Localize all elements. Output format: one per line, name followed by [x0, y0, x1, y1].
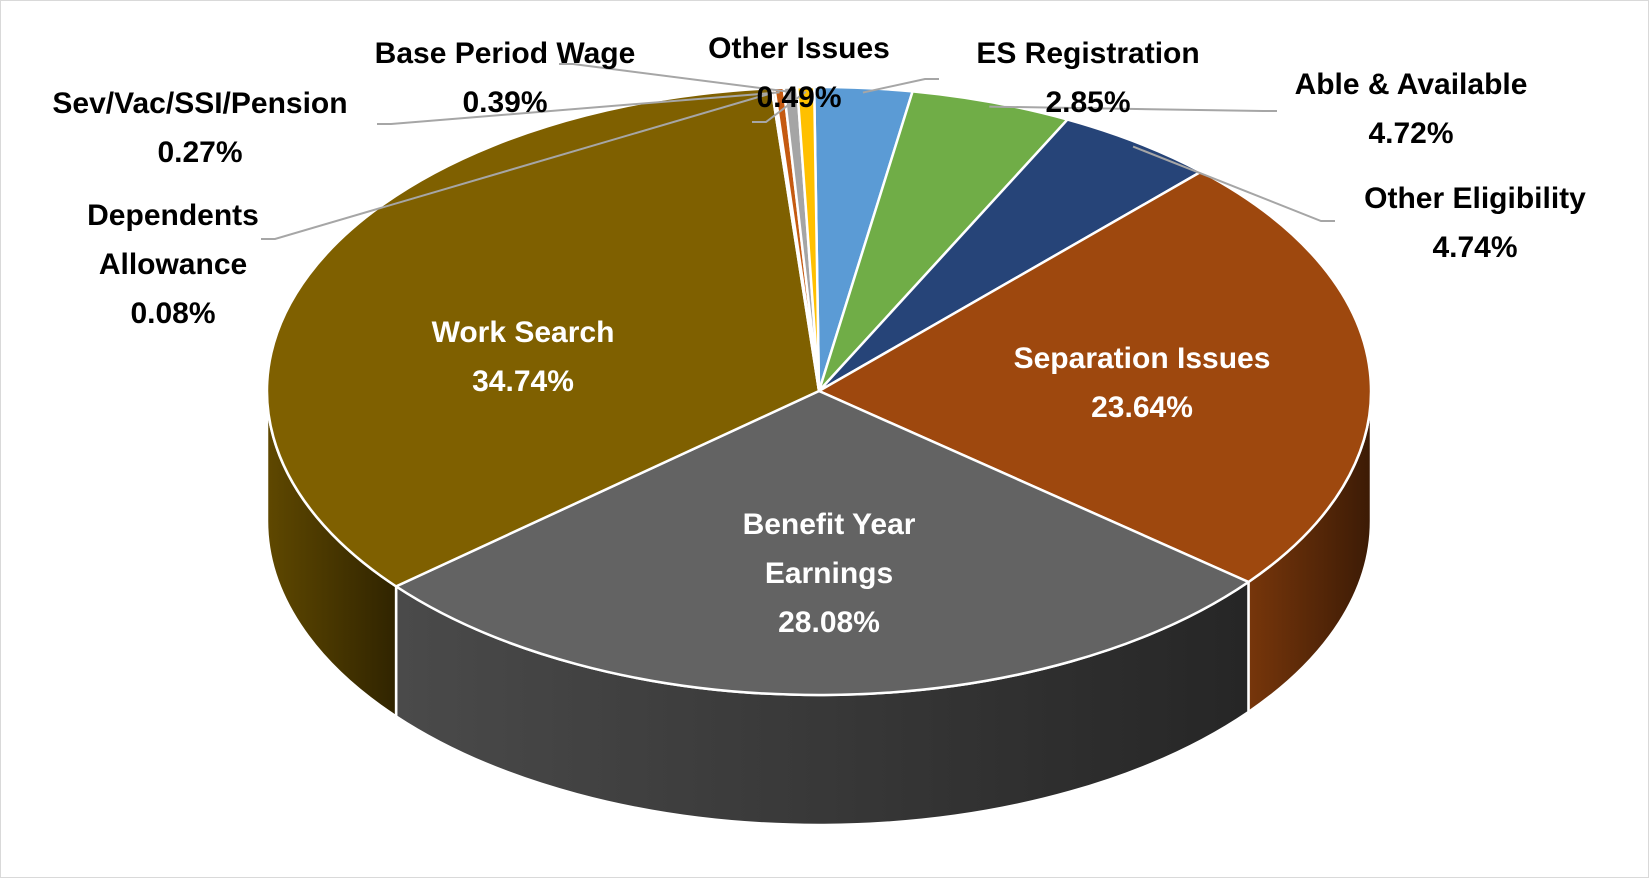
leader-line [862, 78, 939, 94]
leader-line [1132, 145, 1335, 222]
data-label-name: Work Search [432, 316, 615, 349]
data-label-name: ES Registration [976, 37, 1199, 70]
data-label-name: Base Period Wage [375, 37, 636, 70]
pie-slice [817, 90, 1069, 393]
data-label-name: Separation Issues [1014, 342, 1271, 375]
data-label-value: 28.08% [778, 606, 880, 639]
data-label-value: 0.27% [157, 136, 242, 169]
data-label-value: 23.64% [1091, 391, 1193, 424]
data-labels: ES Registration 2.85% Able & Available 4.72… [52, 32, 1586, 639]
pie-slice [817, 170, 1373, 584]
pie-slice [394, 389, 1250, 697]
leader-line [377, 91, 780, 125]
data-label-name: Allowance [99, 248, 247, 281]
leader-line [989, 105, 1277, 112]
data-label-value: 0.49% [756, 81, 841, 114]
leader-line [752, 90, 807, 123]
data-label-value: 0.08% [130, 297, 215, 330]
data-label-name: Earnings [765, 557, 893, 590]
data-label-value: 4.74% [1432, 231, 1517, 264]
pie-slice [795, 85, 821, 393]
data-label-value: 34.74% [472, 365, 574, 398]
data-label-value: 4.72% [1368, 117, 1453, 150]
data-label-name: Other Issues [708, 32, 890, 65]
leader-line [559, 63, 791, 93]
data-label-name: Dependents [87, 199, 259, 232]
leader-lines [261, 63, 1335, 240]
data-label-value: 2.85% [1045, 86, 1130, 119]
pie-slice [265, 86, 821, 588]
data-label-name: Other Eligibility [1364, 182, 1586, 215]
data-label-name: Benefit Year [743, 508, 916, 541]
pie-slice [817, 118, 1203, 393]
data-label-value: 0.39% [462, 86, 547, 119]
leader-line [261, 91, 774, 240]
data-label-name: Sev/Vac/SSI/Pension [52, 87, 347, 120]
pie-top-layer [265, 85, 1373, 697]
data-label-name: Able & Available [1295, 68, 1528, 101]
